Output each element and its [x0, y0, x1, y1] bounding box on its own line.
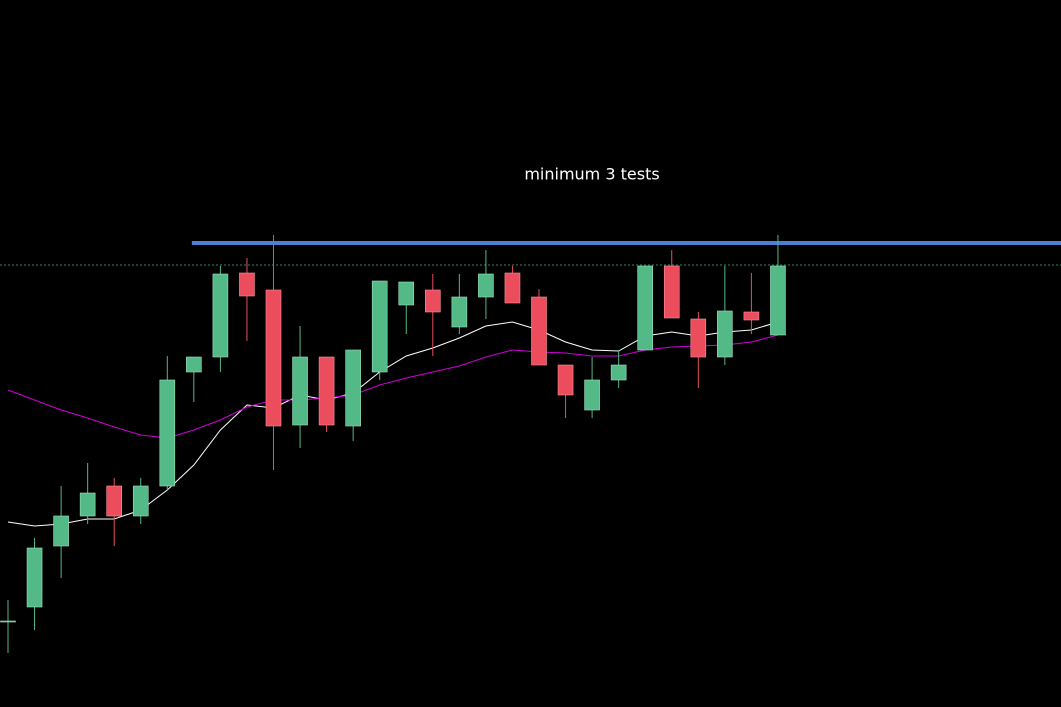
candle-body	[106, 485, 122, 517]
candle-body	[504, 272, 521, 304]
candle-body	[26, 547, 43, 608]
candle-body	[478, 273, 494, 298]
candle-body	[770, 265, 786, 336]
candle-body	[132, 485, 149, 517]
candle-body	[79, 492, 96, 517]
candle-body	[717, 310, 733, 358]
candle-body	[159, 379, 176, 487]
candle-body	[663, 265, 680, 319]
candle-body	[0, 620, 16, 623]
candle-body	[239, 272, 255, 297]
candle-body	[584, 379, 600, 411]
candle-body	[53, 515, 69, 547]
annotation: minimum 3 tests	[524, 165, 659, 184]
candle-body	[531, 296, 547, 366]
candle-body	[398, 281, 415, 306]
candle-body	[186, 356, 202, 373]
candle-body	[743, 311, 760, 321]
candle-body	[212, 273, 229, 358]
candle-body	[292, 356, 308, 426]
candle-body	[637, 265, 654, 351]
candle-body	[318, 356, 335, 426]
candle-body	[345, 349, 361, 427]
candle-body	[690, 318, 707, 358]
candle-body	[424, 289, 441, 313]
candle-body	[610, 364, 627, 381]
candle-body	[265, 289, 282, 427]
candle-body	[451, 296, 468, 328]
candle-body	[371, 280, 388, 373]
candle-body	[557, 364, 574, 396]
